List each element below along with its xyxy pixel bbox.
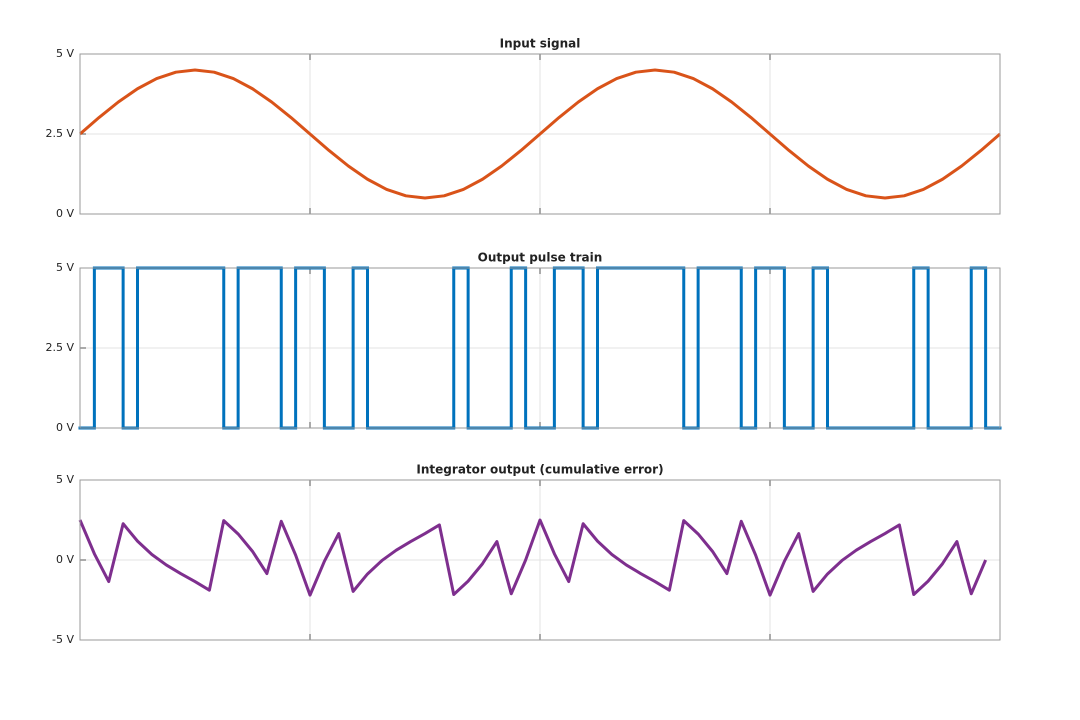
y-tick-label: 5 V [56,261,74,274]
y-tick-label: 0 V [56,421,74,434]
subplot: 0 V 2.5 V 5 V Input signal [45,37,1001,220]
signal-line [79,68,1001,200]
chart-title: Input signal [500,37,581,51]
chart-title: Output pulse train [478,251,603,265]
y-tick-label: 5 V [56,47,74,60]
plot-frame [79,479,1001,641]
y-tick-label: 0 V [56,553,74,566]
signal-line [78,518,988,597]
plot-frame [79,267,1001,429]
y-tick-label: 2.5 V [45,127,74,140]
y-tick-label: 0 V [56,207,74,220]
subplot: -5 V 0 V 5 V Integrator output (cumulative … [52,463,1001,646]
subplot: 0 V 2.5 V 5 V Output pulse train [45,251,1002,434]
y-tick-label: -5 V [52,633,74,646]
plot-frame [79,53,1001,215]
y-tick-label: 2.5 V [45,341,74,354]
chart-title: Integrator output (cumulative error) [416,463,663,477]
y-tick-label: 5 V [56,473,74,486]
